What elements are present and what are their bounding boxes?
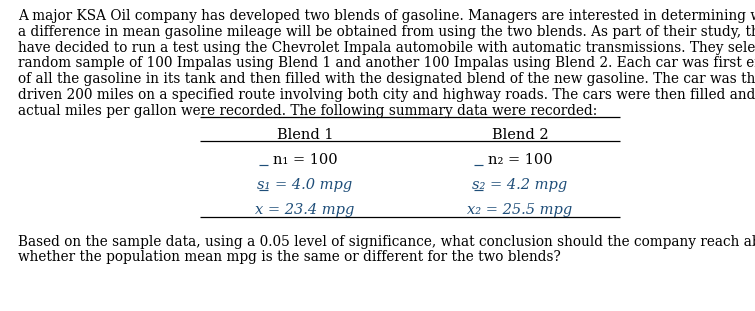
Text: n₂ = 100: n₂ = 100 (488, 153, 553, 167)
Text: x = 23.4 mpg: x = 23.4 mpg (255, 202, 355, 216)
Text: Blend 2: Blend 2 (492, 128, 548, 142)
Text: n₁ = 100: n₁ = 100 (273, 153, 337, 167)
Text: Blend 1: Blend 1 (277, 128, 333, 142)
Text: random sample of 100 Impalas using Blend 1 and another 100 Impalas using Blend 2: random sample of 100 Impalas using Blend… (18, 56, 755, 70)
Text: Based on the sample data, using a 0.05 level of significance, what conclusion sh: Based on the sample data, using a 0.05 l… (18, 234, 755, 248)
Text: s₁ = 4.0 mpg: s₁ = 4.0 mpg (257, 178, 353, 192)
Text: whether the population mean mpg is the same or different for the two blends?: whether the population mean mpg is the s… (18, 250, 561, 264)
Text: A major KSA Oil company has developed two blends of gasoline. Managers are inter: A major KSA Oil company has developed tw… (18, 9, 755, 23)
Text: have decided to run a test using the Chevrolet Impala automobile with automatic : have decided to run a test using the Che… (18, 41, 755, 55)
Text: s₂ = 4.2 mpg: s₂ = 4.2 mpg (473, 178, 568, 192)
Text: of all the gasoline in its tank and then filled with the designated blend of the: of all the gasoline in its tank and then… (18, 72, 755, 86)
Text: actual miles per gallon were recorded. The following summary data were recorded:: actual miles per gallon were recorded. T… (18, 104, 597, 118)
Text: x₂ = 25.5 mpg: x₂ = 25.5 mpg (467, 202, 572, 216)
Text: a difference in mean gasoline mileage will be obtained from using the two blends: a difference in mean gasoline mileage wi… (18, 25, 755, 39)
Text: driven 200 miles on a specified route involving both city and highway roads. The: driven 200 miles on a specified route in… (18, 88, 755, 102)
